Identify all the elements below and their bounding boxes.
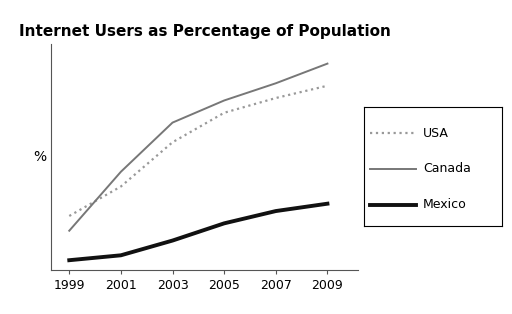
Canada [273, 81, 279, 85]
Canada [221, 99, 227, 102]
Y-axis label: %: % [33, 150, 47, 164]
Mexico [273, 209, 279, 213]
USA [221, 111, 227, 115]
USA [66, 214, 72, 218]
Text: Mexico: Mexico [423, 198, 467, 211]
Text: Canada: Canada [423, 162, 471, 175]
USA [118, 185, 124, 188]
USA [273, 96, 279, 100]
Canada [118, 170, 124, 174]
Mexico [324, 202, 330, 206]
USA [324, 84, 330, 88]
Title: Internet Users as Percentage of Population: Internet Users as Percentage of Populati… [19, 24, 391, 39]
Mexico [221, 221, 227, 225]
Line: USA: USA [69, 86, 327, 216]
Canada [169, 121, 176, 124]
Line: Mexico: Mexico [69, 204, 327, 260]
Mexico [118, 253, 124, 257]
Canada [66, 229, 72, 233]
Canada [324, 62, 330, 66]
Mexico [66, 258, 72, 262]
Line: Canada: Canada [69, 64, 327, 231]
Text: USA: USA [423, 127, 449, 139]
USA [169, 140, 176, 144]
Mexico [169, 239, 176, 242]
